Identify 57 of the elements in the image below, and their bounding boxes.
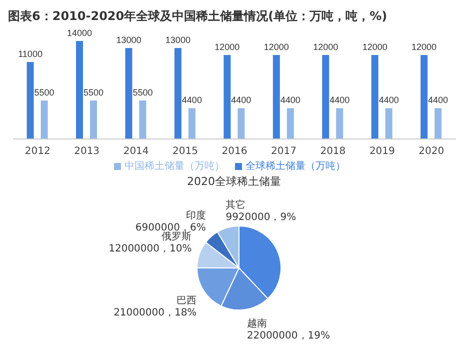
- slice-label: 印度: [186, 210, 206, 222]
- data-label: 4400: [378, 95, 399, 106]
- bar: [272, 55, 280, 139]
- legend-label: 中国稀土储量（万吨）: [124, 161, 224, 172]
- bar: [420, 55, 428, 139]
- bar: [371, 55, 378, 139]
- bar: [139, 100, 146, 139]
- data-label: 9920000，9%: [226, 212, 296, 223]
- chart-title: 图表6：2010-2020年全球及中国稀土储量情况(单位：万吨，吨，%): [8, 8, 388, 25]
- data-label: 14000: [66, 28, 92, 38]
- bar: [90, 100, 98, 139]
- bar: [174, 48, 182, 139]
- bar: [322, 55, 330, 139]
- data-label: 4400: [428, 95, 448, 106]
- bar: [385, 108, 392, 139]
- data-label: 12000: [214, 42, 240, 52]
- data-label: 12000: [313, 42, 338, 52]
- x-tick-label: 2012: [24, 146, 50, 158]
- x-tick-label: 2020: [418, 146, 444, 158]
- data-label: 22000000，19%: [246, 330, 330, 342]
- x-tick-label: 2014: [123, 146, 149, 158]
- data-label: 12000000，10%: [108, 244, 192, 255]
- bar: [336, 108, 344, 139]
- slice-label: 越南: [246, 317, 267, 330]
- bar: [188, 108, 196, 139]
- data-label: 5500: [34, 88, 54, 98]
- bar: [238, 108, 245, 139]
- data-label: 12000: [412, 42, 437, 52]
- slice-label: 巴西: [176, 296, 197, 307]
- bar: [125, 48, 132, 139]
- data-label: 4400: [231, 95, 252, 106]
- legend-label: 全球稀土储量（万吨）: [246, 161, 346, 172]
- x-tick-label: 2018: [320, 146, 346, 158]
- bar: [40, 100, 48, 139]
- data-label: 12000: [362, 42, 388, 52]
- x-tick-label: 2019: [369, 146, 395, 158]
- data-label: 4400: [182, 95, 202, 106]
- data-label: 21000000，18%: [114, 308, 197, 319]
- data-label: 13000: [165, 35, 190, 45]
- chart-title: 2020全球稀土储量: [187, 175, 281, 188]
- data-label: 4400: [280, 95, 300, 106]
- data-label: 5500: [83, 88, 104, 98]
- data-label: 11000: [18, 49, 42, 59]
- bar: [26, 62, 34, 139]
- x-tick-label: 2016: [222, 146, 248, 158]
- bar: [434, 108, 442, 139]
- x-tick-label: 2013: [74, 146, 100, 158]
- slice-label: 其它: [226, 198, 246, 211]
- bar: [286, 108, 294, 139]
- data-label: 12000: [264, 42, 289, 52]
- bar: [76, 41, 84, 139]
- data-label: 13000: [116, 35, 142, 45]
- x-tick-label: 2015: [172, 146, 198, 158]
- bar: [224, 55, 231, 139]
- x-tick-label: 2017: [270, 146, 296, 158]
- data-label: 4400: [330, 95, 350, 106]
- data-label: 5500: [132, 88, 153, 98]
